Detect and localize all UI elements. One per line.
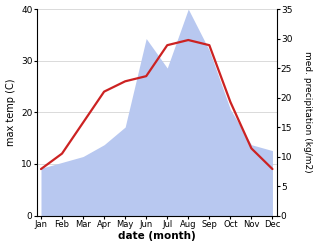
Y-axis label: max temp (C): max temp (C) [5,79,16,146]
Y-axis label: med. precipitation (kg/m2): med. precipitation (kg/m2) [303,51,313,173]
X-axis label: date (month): date (month) [118,231,196,242]
